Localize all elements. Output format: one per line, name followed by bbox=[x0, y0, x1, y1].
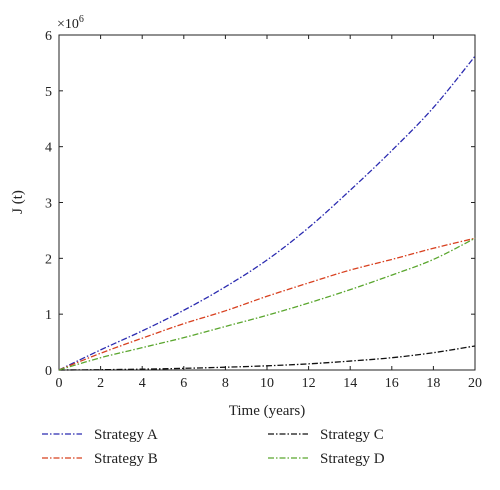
x-axis-title: Time (years) bbox=[229, 403, 306, 419]
x-tick-label: 6 bbox=[180, 376, 187, 391]
y-tick-label: 6 bbox=[45, 29, 52, 44]
legend-label: Strategy D bbox=[320, 451, 385, 467]
legend: Strategy A Strategy B Strategy C Strategy D bbox=[42, 427, 385, 467]
x-tick-label: 14 bbox=[343, 376, 357, 391]
x-tick-label: 4 bbox=[139, 376, 146, 391]
y-tick-label: 0 bbox=[45, 364, 52, 379]
x-tick-label: 16 bbox=[385, 376, 399, 391]
y-tick-label: 5 bbox=[45, 85, 52, 100]
y-tick-label: 1 bbox=[45, 308, 52, 323]
y-multiplier: ×106 bbox=[57, 14, 84, 32]
x-tick-label: 20 bbox=[468, 376, 482, 391]
x-tick-label: 12 bbox=[302, 376, 316, 391]
x-tick-label: 8 bbox=[222, 376, 229, 391]
series-line-strategy-b bbox=[58, 237, 476, 371]
x-tick-label: 10 bbox=[260, 376, 274, 391]
series-lines bbox=[58, 55, 476, 371]
legend-label: Strategy C bbox=[320, 427, 384, 443]
x-tick-label: 18 bbox=[426, 376, 440, 391]
legend-label: Strategy B bbox=[94, 451, 158, 467]
series-line-strategy-d bbox=[58, 237, 476, 371]
series-line-strategy-a bbox=[58, 55, 476, 371]
series-line-strategy-c bbox=[58, 345, 476, 371]
x-tick-label: 0 bbox=[56, 376, 63, 391]
legend-label: Strategy A bbox=[94, 427, 158, 443]
y-axis-title: J (t) bbox=[10, 190, 26, 214]
y-tick-label: 4 bbox=[45, 141, 52, 156]
plot-frame bbox=[58, 34, 476, 371]
x-tick-label: 2 bbox=[97, 376, 104, 391]
y-tick-label: 3 bbox=[45, 197, 52, 212]
y-tick-label: 2 bbox=[45, 252, 52, 267]
